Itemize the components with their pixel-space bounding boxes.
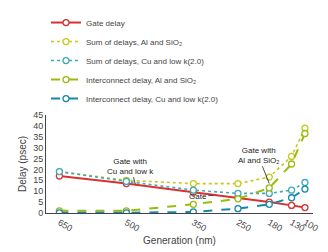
svg-text:25: 25 — [33, 154, 43, 164]
svg-text:Sum of delays, Al and SiO₂: Sum of delays, Al and SiO₂ — [86, 38, 182, 47]
svg-text:0: 0 — [38, 208, 43, 218]
svg-text:Interconnect delay, Cu and low: Interconnect delay, Cu and low k(2.0) — [86, 95, 218, 104]
svg-text:250: 250 — [235, 217, 253, 233]
svg-text:100: 100 — [302, 217, 320, 233]
svg-text:500: 500 — [123, 217, 141, 233]
svg-text:Generation (nm): Generation (nm) — [143, 235, 216, 246]
svg-text:20: 20 — [33, 165, 43, 175]
svg-text:180: 180 — [266, 217, 284, 233]
svg-text:35: 35 — [33, 132, 43, 142]
svg-text:45: 45 — [33, 110, 43, 120]
svg-text:Delay (psec): Delay (psec) — [17, 136, 28, 192]
svg-text:Gate: Gate — [189, 192, 207, 201]
svg-text:130: 130 — [288, 217, 306, 233]
svg-text:Interconnect delay, Al and SiO: Interconnect delay, Al and SiO₂ — [86, 76, 196, 85]
svg-text:40: 40 — [33, 121, 43, 131]
svg-text:Sum of delays, Cu and low k(2.: Sum of delays, Cu and low k(2.0) — [86, 57, 204, 66]
svg-text:10: 10 — [33, 186, 43, 196]
svg-text:Gate withAl and SiO₂: Gate withAl and SiO₂ — [238, 146, 279, 165]
svg-text:15: 15 — [33, 175, 43, 185]
svg-text:650: 650 — [56, 217, 74, 233]
svg-text:Gate delay: Gate delay — [86, 19, 125, 28]
svg-text:30: 30 — [33, 143, 43, 153]
svg-text:5: 5 — [38, 197, 43, 207]
svg-text:Gate withCu and low k: Gate withCu and low k — [107, 157, 154, 176]
svg-text:350: 350 — [190, 217, 208, 233]
